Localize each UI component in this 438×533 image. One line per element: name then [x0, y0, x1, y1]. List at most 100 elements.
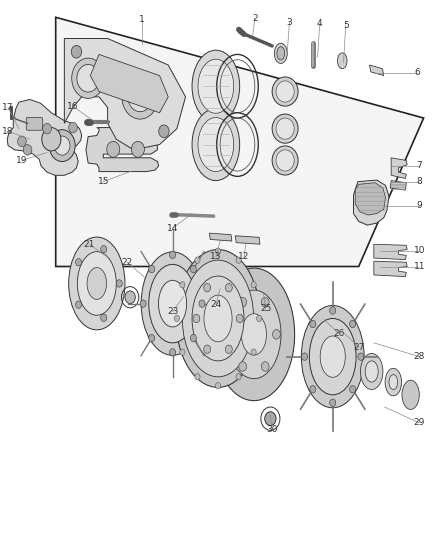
Circle shape — [301, 353, 307, 360]
Circle shape — [358, 353, 364, 360]
Ellipse shape — [241, 314, 266, 355]
Circle shape — [199, 300, 205, 308]
Ellipse shape — [182, 260, 254, 377]
Circle shape — [239, 362, 247, 372]
Text: 22: 22 — [121, 258, 133, 266]
Ellipse shape — [276, 118, 294, 139]
Circle shape — [257, 316, 262, 321]
Circle shape — [128, 82, 152, 112]
Text: 18: 18 — [2, 127, 14, 136]
Text: 30: 30 — [266, 425, 278, 434]
Circle shape — [215, 248, 221, 254]
Ellipse shape — [309, 318, 356, 395]
Circle shape — [195, 257, 200, 263]
Text: 1: 1 — [139, 15, 145, 25]
Ellipse shape — [192, 276, 244, 361]
Text: 2: 2 — [252, 14, 258, 23]
Text: 28: 28 — [413, 352, 425, 361]
Text: 4: 4 — [317, 19, 322, 28]
Polygon shape — [90, 54, 168, 113]
Ellipse shape — [159, 280, 187, 327]
Polygon shape — [64, 38, 186, 150]
Polygon shape — [370, 65, 384, 76]
Circle shape — [265, 412, 276, 425]
Circle shape — [149, 265, 155, 273]
Polygon shape — [235, 236, 260, 244]
Circle shape — [49, 130, 75, 161]
Circle shape — [140, 300, 146, 308]
Polygon shape — [7, 100, 81, 175]
Text: 7: 7 — [417, 161, 422, 170]
Ellipse shape — [78, 252, 117, 316]
Circle shape — [204, 284, 211, 292]
Polygon shape — [391, 158, 407, 179]
Text: 5: 5 — [343, 21, 349, 30]
Ellipse shape — [176, 249, 260, 387]
Circle shape — [101, 246, 107, 253]
FancyBboxPatch shape — [26, 117, 42, 130]
Circle shape — [170, 251, 176, 259]
Circle shape — [42, 127, 61, 151]
Circle shape — [236, 257, 241, 263]
Ellipse shape — [87, 268, 106, 300]
Circle shape — [72, 58, 105, 99]
Circle shape — [122, 75, 158, 119]
Circle shape — [107, 141, 120, 157]
Text: 15: 15 — [98, 177, 109, 186]
Ellipse shape — [402, 380, 419, 409]
Text: 17: 17 — [2, 103, 14, 112]
Text: 8: 8 — [417, 177, 422, 186]
Ellipse shape — [149, 264, 196, 343]
Circle shape — [69, 122, 78, 133]
Polygon shape — [374, 244, 407, 260]
Circle shape — [215, 383, 221, 389]
Circle shape — [76, 259, 81, 266]
Text: 23: 23 — [167, 307, 178, 316]
Ellipse shape — [301, 305, 364, 408]
Circle shape — [101, 314, 107, 321]
Text: 21: 21 — [83, 240, 95, 249]
Circle shape — [191, 334, 196, 342]
Ellipse shape — [69, 237, 125, 330]
Circle shape — [236, 314, 243, 322]
Polygon shape — [209, 233, 232, 241]
Ellipse shape — [141, 252, 204, 356]
Circle shape — [76, 301, 81, 309]
Ellipse shape — [385, 368, 402, 396]
Ellipse shape — [277, 47, 285, 60]
Circle shape — [226, 284, 232, 292]
Polygon shape — [374, 261, 407, 277]
Polygon shape — [86, 127, 159, 172]
Text: 25: 25 — [260, 304, 271, 313]
Circle shape — [350, 320, 356, 328]
Ellipse shape — [360, 353, 383, 390]
Circle shape — [131, 141, 145, 157]
Text: 9: 9 — [417, 201, 422, 210]
Circle shape — [170, 349, 176, 356]
Circle shape — [226, 345, 232, 353]
Circle shape — [117, 280, 122, 287]
Polygon shape — [355, 183, 385, 215]
Ellipse shape — [192, 109, 240, 181]
Circle shape — [149, 334, 155, 342]
Text: 10: 10 — [413, 246, 425, 255]
Text: 27: 27 — [353, 343, 364, 352]
Circle shape — [310, 385, 316, 393]
Circle shape — [191, 265, 196, 273]
Circle shape — [125, 291, 135, 304]
Ellipse shape — [272, 146, 298, 175]
Circle shape — [261, 362, 269, 372]
Circle shape — [204, 345, 211, 353]
Text: 11: 11 — [413, 262, 425, 271]
Ellipse shape — [204, 295, 232, 342]
Ellipse shape — [198, 117, 234, 172]
Ellipse shape — [272, 77, 298, 106]
Text: 12: 12 — [238, 253, 250, 262]
Text: 3: 3 — [286, 18, 292, 27]
Circle shape — [23, 144, 32, 155]
Circle shape — [42, 123, 51, 134]
Circle shape — [239, 297, 247, 307]
Text: 16: 16 — [67, 102, 79, 111]
Circle shape — [174, 316, 180, 321]
Ellipse shape — [389, 375, 398, 390]
